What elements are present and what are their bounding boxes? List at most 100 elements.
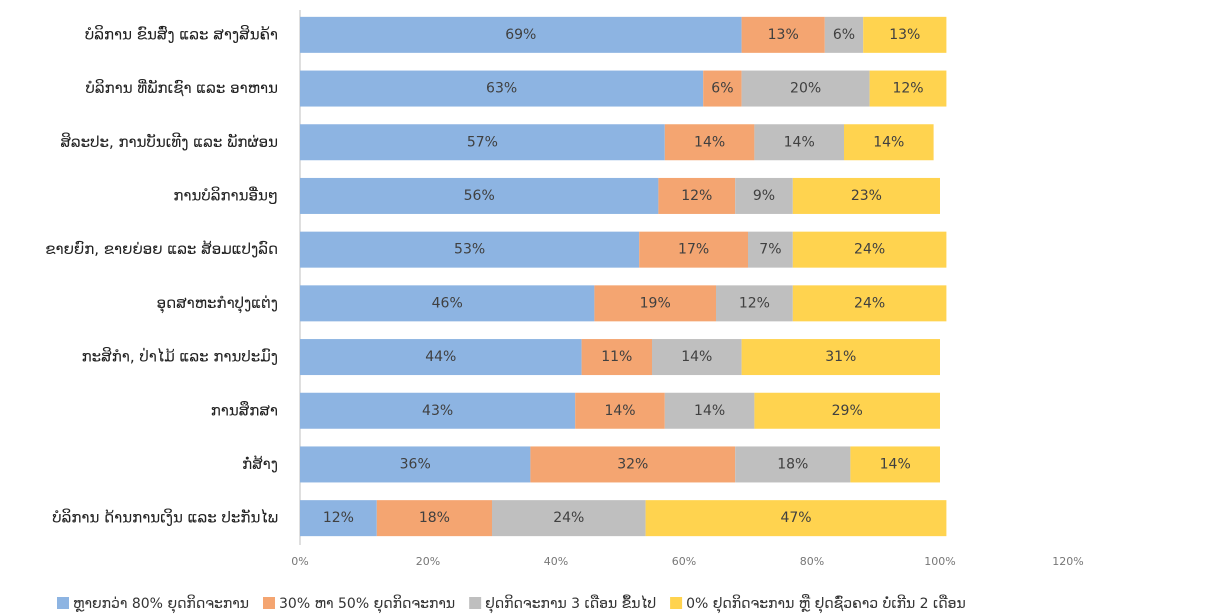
category-label: ການສຶກສາ [211,400,278,419]
x-tick-label: 40% [544,555,568,568]
data-label: 47% [780,510,811,526]
category-label: ກະສິກຳ, ປ່າໄມ້ ແລະ ການປະມົງ [82,346,278,365]
data-label: 24% [553,510,584,526]
data-label: 63% [486,81,517,97]
category-label: ອຸດສາຫະກຳປຸງແຕ່ງ [157,294,278,314]
data-label: 46% [432,295,463,311]
data-label: 12% [892,81,923,97]
data-label: 11% [601,349,632,365]
bar-segment [492,500,646,537]
data-label: 13% [889,27,920,43]
x-tick-label: 100% [924,555,955,568]
data-label: 20% [790,81,821,97]
x-tick-label: 120% [1052,555,1083,568]
bar-segment [300,231,640,268]
data-label: 7% [759,242,781,258]
data-label: 17% [678,242,709,258]
data-label: 12% [739,295,770,311]
category-label: ການບໍລິການອື່ນໆ [173,185,278,204]
x-tick-label: 20% [416,555,440,568]
data-label: 14% [880,456,911,472]
legend-label: 30% ຫາ 50% ຍຸດກິດຈະການ [279,594,455,613]
bar-segment [300,70,704,107]
category-label: ບໍລິການ ຂົນສົ່ງ ແລະ ສາງສິນຄ້າ [85,24,278,43]
data-label: 14% [681,349,712,365]
data-label: 12% [323,510,354,526]
bar-segment [869,70,947,107]
bar-segment [792,231,947,268]
bar-segment [300,500,377,537]
bar-segment [300,392,576,429]
bar-segment [735,446,851,483]
data-label: 32% [617,456,648,472]
data-label: 24% [854,242,885,258]
bar-segment [300,16,742,53]
category-label: ບໍລິການ ດ້ານການເງິນ ແລະ ປະກັນໄພ [52,507,278,526]
bar-segment [824,16,864,53]
category-label: ສິລະປະ, ການບັນເທີງ ແລະ ພັກຜ່ອນ [60,131,278,150]
bar-segment [741,339,940,376]
legend-label: ຫຼາຍກວ່າ 80% ຍຸດກິດຈະການ [73,594,249,613]
bar-segment [716,285,793,322]
bar-segment [581,339,652,376]
data-label: 57% [467,134,498,150]
bar-segment [664,392,755,429]
category-label: ກໍ່ສ້າງ [242,454,278,473]
x-tick-label: 0% [291,555,308,568]
data-label: 43% [422,403,453,419]
bar-segment [863,16,947,53]
legend-label: ຢຸດກິດຈະການ 3 ເດືອນ ຂຶ້ນໄປ [485,594,656,613]
bar-segment [639,231,748,268]
bar-segment [575,392,665,429]
data-label: 14% [694,134,725,150]
bar-segment [754,124,844,161]
bar-segment [300,285,595,322]
bar-segment [754,392,940,429]
bar-segment [741,16,825,53]
bar-segment [652,339,742,376]
data-label: 18% [777,456,808,472]
bar-segment [300,446,531,483]
bar-segment [300,124,665,161]
bar-segment [703,70,742,107]
data-label: 44% [425,349,456,365]
data-label: 24% [854,295,885,311]
bar-segment [748,231,793,268]
x-tick-label: 60% [672,555,696,568]
data-label: 14% [784,134,815,150]
bar-segment [530,446,736,483]
data-label: 6% [711,81,733,97]
data-label: 14% [694,403,725,419]
legend-swatch [263,597,275,609]
data-label: 14% [604,403,635,419]
bar-segment [645,500,947,537]
bar-segment [850,446,940,483]
data-label: 69% [505,27,536,43]
bar-segment [664,124,755,161]
data-label: 13% [768,27,799,43]
data-label: 6% [833,27,855,43]
data-label: 12% [681,188,712,204]
bar-segment [300,339,582,376]
data-label: 56% [464,188,495,204]
category-label: ຂາຍຍົກ, ຂາຍຍ່ອຍ ແລະ ສ້ອມແປງລົດ [45,239,278,258]
data-label: 53% [454,242,485,258]
bar-segment [844,124,934,161]
bar-segment [792,177,940,214]
bar-segment [792,285,947,322]
data-label: 31% [825,349,856,365]
data-label: 23% [851,188,882,204]
bar-segment [594,285,716,322]
legend-label: 0% ຢຸດກິດຈະການ ຫຼື ຢຸດຊົ່ວຄາວ ບໍ່ເກີນ 2 … [686,594,966,613]
bar-segment [300,177,659,214]
legend-swatch [670,597,683,609]
data-label: 36% [400,456,431,472]
legend-swatch [469,597,482,609]
x-tick-label: 80% [800,555,824,568]
legend-swatch [57,597,69,609]
data-label: 18% [419,510,450,526]
category-label: ບໍລິການ ທີ່ພັກເຊົາ ແລະ ອາຫານ [85,78,278,97]
bar-segment [376,500,492,537]
data-label: 9% [753,188,775,204]
